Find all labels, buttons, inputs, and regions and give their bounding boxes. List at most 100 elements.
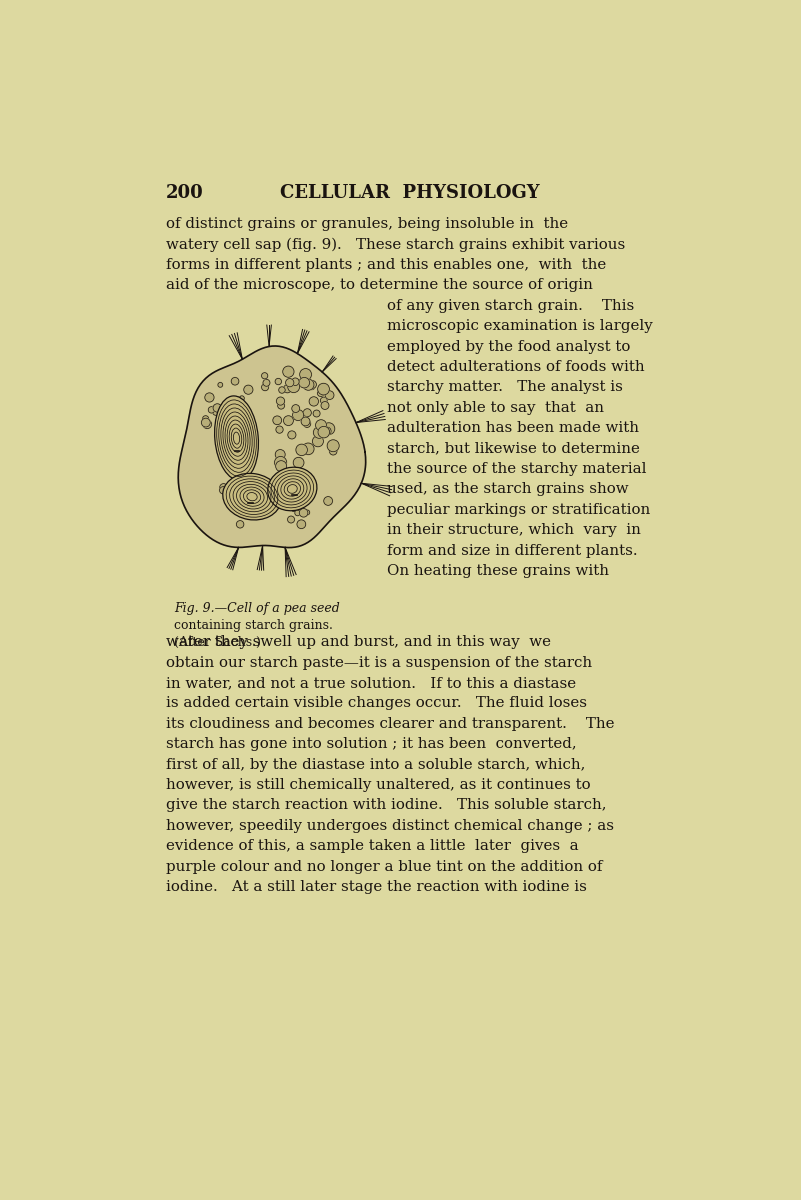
Text: 200: 200 xyxy=(166,184,203,202)
Circle shape xyxy=(239,403,247,410)
Circle shape xyxy=(300,509,308,517)
Text: Fig. 9.—Cell of a pea seed: Fig. 9.—Cell of a pea seed xyxy=(174,602,340,616)
Circle shape xyxy=(262,373,268,379)
Circle shape xyxy=(301,418,310,426)
Circle shape xyxy=(216,420,222,426)
Circle shape xyxy=(219,487,227,494)
Circle shape xyxy=(327,439,339,451)
Text: in their structure, which  vary  in: in their structure, which vary in xyxy=(387,523,641,538)
Circle shape xyxy=(276,397,284,406)
Circle shape xyxy=(288,431,296,439)
Circle shape xyxy=(284,385,292,392)
Circle shape xyxy=(299,493,304,498)
Circle shape xyxy=(235,397,241,403)
Text: iodine.   At a still later stage the reaction with iodine is: iodine. At a still later stage the react… xyxy=(166,880,587,894)
Circle shape xyxy=(312,436,324,446)
Circle shape xyxy=(218,383,223,388)
Circle shape xyxy=(304,510,310,515)
Circle shape xyxy=(302,443,314,455)
Circle shape xyxy=(316,420,327,431)
Circle shape xyxy=(262,384,268,391)
Text: starch has gone into solution ; it has been  converted,: starch has gone into solution ; it has b… xyxy=(166,737,577,751)
Circle shape xyxy=(296,491,303,497)
Circle shape xyxy=(292,409,304,420)
Circle shape xyxy=(283,503,288,509)
Polygon shape xyxy=(179,346,366,547)
Text: give the starch reaction with iodine.   This soluble starch,: give the starch reaction with iodine. Th… xyxy=(166,798,606,812)
Circle shape xyxy=(313,410,320,416)
Text: employed by the food analyst to: employed by the food analyst to xyxy=(387,340,630,354)
Text: watery cell sap (fig. 9).   These starch grains exhibit various: watery cell sap (fig. 9). These starch g… xyxy=(166,238,626,252)
Circle shape xyxy=(283,366,294,377)
Circle shape xyxy=(203,415,209,422)
Text: starch, but likewise to determine: starch, but likewise to determine xyxy=(387,442,640,456)
Circle shape xyxy=(303,379,314,390)
Text: purple colour and no longer a blue tint on the addition of: purple colour and no longer a blue tint … xyxy=(166,859,602,874)
Text: forms in different plants ; and this enables one,  with  the: forms in different plants ; and this ena… xyxy=(166,258,606,272)
Circle shape xyxy=(278,402,284,409)
Circle shape xyxy=(313,427,325,438)
Circle shape xyxy=(318,426,329,438)
Text: adulteration has been made with: adulteration has been made with xyxy=(387,421,639,436)
Text: first of all, by the diastase into a soluble starch, which,: first of all, by the diastase into a sol… xyxy=(166,757,586,772)
Circle shape xyxy=(329,448,337,455)
Circle shape xyxy=(275,378,281,385)
Circle shape xyxy=(304,409,312,416)
Circle shape xyxy=(292,506,296,511)
Text: evidence of this, a sample taken a little  later  gives  a: evidence of this, a sample taken a littl… xyxy=(166,839,578,853)
Circle shape xyxy=(238,407,243,412)
Circle shape xyxy=(292,378,299,385)
Circle shape xyxy=(213,403,222,412)
Ellipse shape xyxy=(215,396,259,480)
Circle shape xyxy=(236,521,244,528)
Circle shape xyxy=(288,516,295,523)
Circle shape xyxy=(284,415,293,426)
Text: CELLULAR  PHYSIOLOGY: CELLULAR PHYSIOLOGY xyxy=(280,184,540,202)
Circle shape xyxy=(275,456,287,468)
Circle shape xyxy=(276,426,284,433)
Text: not only able to say  that  an: not only able to say that an xyxy=(387,401,604,415)
Circle shape xyxy=(273,416,282,425)
Circle shape xyxy=(325,391,334,400)
Text: form and size in different plants.: form and size in different plants. xyxy=(387,544,638,558)
Text: used, as the starch grains show: used, as the starch grains show xyxy=(387,482,629,497)
Text: of distinct grains or granules, being insoluble in  the: of distinct grains or granules, being in… xyxy=(166,217,568,232)
Text: containing starch grains.: containing starch grains. xyxy=(174,619,332,632)
Circle shape xyxy=(208,407,215,413)
Circle shape xyxy=(239,396,244,401)
Text: starchy matter.   The analyst is: starchy matter. The analyst is xyxy=(387,380,622,395)
Circle shape xyxy=(231,378,239,385)
Circle shape xyxy=(297,520,306,529)
Text: however, speedily undergoes distinct chemical change ; as: however, speedily undergoes distinct che… xyxy=(166,818,614,833)
Circle shape xyxy=(309,397,319,406)
Ellipse shape xyxy=(223,473,281,520)
Circle shape xyxy=(260,492,265,498)
Circle shape xyxy=(321,402,329,409)
Circle shape xyxy=(323,422,335,434)
Text: the source of the starchy material: the source of the starchy material xyxy=(387,462,646,476)
Circle shape xyxy=(293,457,304,468)
Circle shape xyxy=(244,385,253,395)
Text: detect adulterations of foods with: detect adulterations of foods with xyxy=(387,360,645,374)
Text: water they swell up and burst, and in this way  we: water they swell up and burst, and in th… xyxy=(166,635,551,649)
Text: On heating these grains with: On heating these grains with xyxy=(387,564,609,578)
Circle shape xyxy=(263,379,270,386)
Circle shape xyxy=(308,380,316,389)
Text: in water, and not a true solution.   If to this a diastase: in water, and not a true solution. If to… xyxy=(166,676,576,690)
Circle shape xyxy=(219,484,227,491)
Text: of any given starch grain.    This: of any given starch grain. This xyxy=(387,299,634,313)
Text: its cloudiness and becomes clearer and transparent.    The: its cloudiness and becomes clearer and t… xyxy=(166,716,614,731)
Ellipse shape xyxy=(268,467,317,511)
Circle shape xyxy=(205,392,214,402)
Circle shape xyxy=(317,390,324,396)
Circle shape xyxy=(212,404,220,413)
Circle shape xyxy=(276,450,285,460)
Circle shape xyxy=(308,383,316,390)
Text: obtain our starch paste—it is a suspension of the starch: obtain our starch paste—it is a suspensi… xyxy=(166,655,592,670)
Circle shape xyxy=(286,378,294,386)
Circle shape xyxy=(324,497,332,505)
Text: peculiar markings or stratification: peculiar markings or stratification xyxy=(387,503,650,517)
Circle shape xyxy=(299,377,309,388)
Circle shape xyxy=(304,420,311,427)
Circle shape xyxy=(203,420,211,428)
